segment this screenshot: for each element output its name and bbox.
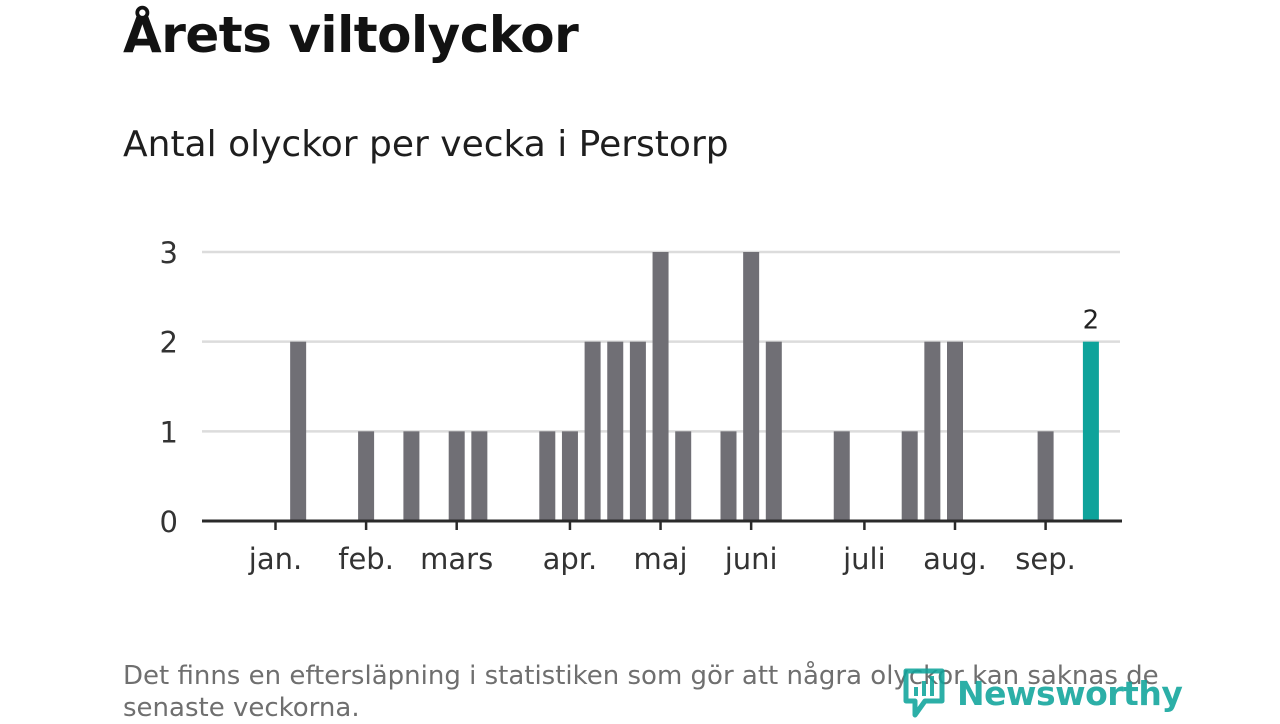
x-tick-label: juli — [842, 542, 886, 576]
x-tick-label: mars — [420, 542, 493, 576]
bar — [629, 341, 646, 521]
bar — [584, 341, 601, 521]
axis-labels: 0 1 2 3 2 jan. feb. mars apr. maj juni juli aug. sep. — [160, 236, 1100, 576]
footnote: Det finns en eftersläpning i statistiken… — [123, 661, 1159, 723]
x-tick-label: maj — [634, 542, 688, 576]
bar — [720, 431, 737, 521]
x-tick-label: apr. — [543, 542, 598, 576]
x-tick-label: aug. — [923, 542, 987, 576]
bar — [290, 341, 307, 521]
x-tick-label: jan. — [248, 542, 302, 576]
y-tick-label: 3 — [160, 236, 178, 270]
bar — [1037, 431, 1054, 521]
bars — [290, 252, 1099, 521]
bar — [539, 431, 556, 521]
x-tick-label: sep. — [1015, 542, 1076, 576]
axes — [202, 519, 1122, 530]
y-tick-label: 0 — [160, 505, 178, 539]
bar — [607, 341, 624, 521]
x-tick-label: juni — [724, 542, 778, 576]
bar — [448, 431, 465, 521]
x-tick-label: feb. — [338, 542, 394, 576]
bar — [765, 341, 782, 521]
bar — [743, 252, 760, 521]
chart-subtitle: Antal olyckor per vecka i Perstorp — [123, 124, 729, 165]
y-tick-label: 2 — [160, 326, 178, 360]
bar — [358, 431, 375, 521]
bar — [471, 431, 488, 521]
logo-text: Newsworthy — [957, 673, 1183, 713]
bar — [675, 431, 692, 521]
highlight-bar — [1082, 341, 1099, 521]
bar — [947, 341, 963, 521]
y-tick-label: 1 — [160, 415, 178, 449]
newsworthy-logo-icon — [903, 668, 945, 718]
newsworthy-logo: Newsworthy — [903, 667, 1183, 719]
bar — [901, 431, 918, 521]
bar — [403, 431, 420, 521]
data-label: 2 — [1083, 306, 1100, 336]
bar — [561, 431, 578, 521]
bar — [652, 252, 669, 521]
chart-title: Årets viltolyckor — [123, 6, 579, 64]
bar — [924, 341, 941, 521]
bar — [833, 431, 850, 521]
